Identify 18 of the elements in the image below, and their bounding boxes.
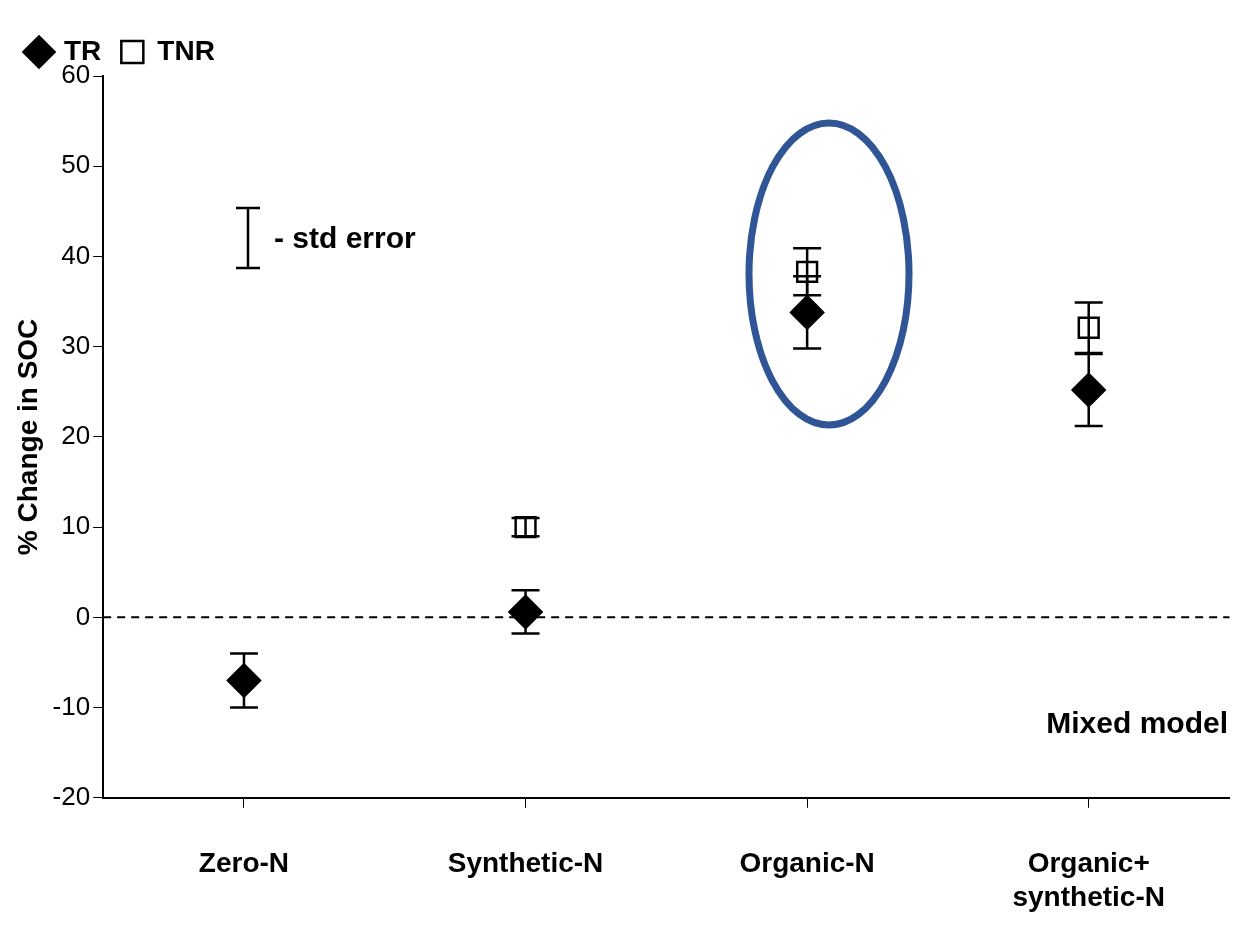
y-tick-label: 30: [61, 329, 91, 360]
y-tick-label: 0: [75, 600, 91, 631]
y-tick-label: 40: [61, 239, 91, 270]
y-tick-label: 20: [61, 420, 91, 451]
annotation: - std error: [274, 221, 416, 255]
legend-label: TNR: [157, 34, 215, 66]
point: [789, 295, 825, 330]
x-tick-label: Zero-N: [198, 847, 290, 879]
y-tick-label: 10: [61, 510, 91, 541]
point: [226, 663, 262, 698]
x-tick-label: Synthetic-N: [447, 847, 604, 879]
y-tick-label: -20: [52, 780, 91, 811]
y-axis-title: % Change in SOC: [11, 318, 43, 556]
x-tick-label: Organic-N: [739, 847, 875, 879]
annotation: Mixed model: [1046, 706, 1228, 740]
x-tick-label: Organic+ synthetic-N: [1012, 847, 1165, 912]
y-tick-label: -10: [52, 690, 91, 721]
y-tick-label: 50: [61, 149, 91, 180]
